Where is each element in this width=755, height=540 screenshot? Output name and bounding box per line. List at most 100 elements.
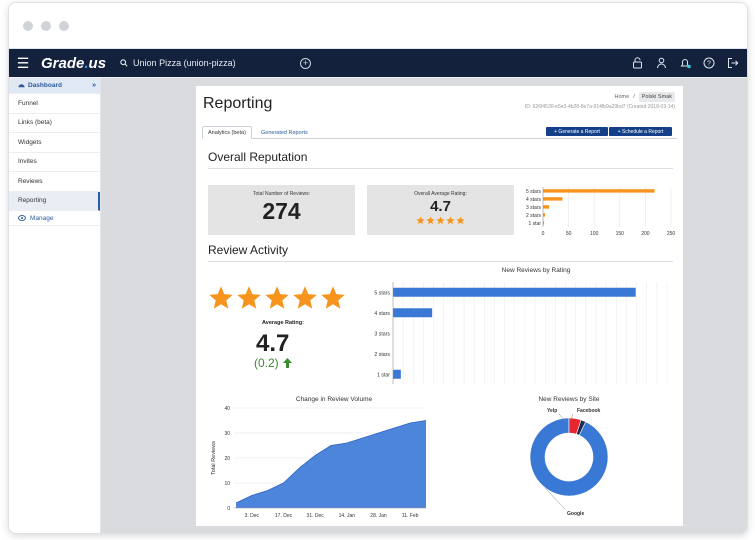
sidebar-item-reporting[interactable]: Reporting (9, 191, 100, 211)
star-icon (426, 216, 435, 225)
pie-slice (576, 419, 587, 436)
bar (543, 205, 550, 209)
y-tick-label: 30 (224, 431, 230, 437)
section-divider (208, 261, 673, 262)
y-tick-label: 40 (224, 406, 230, 412)
x-tick-label: 3. Dec (245, 513, 260, 519)
y-tick-label: 1 star (528, 221, 541, 227)
star-shape (426, 216, 435, 225)
y-tick-label: 10 (224, 481, 230, 487)
bar (543, 221, 545, 225)
x-tick-label: 0 (542, 231, 545, 237)
star-shape (436, 216, 445, 225)
svg-text:?: ? (707, 60, 711, 67)
pie-slice (529, 417, 609, 497)
x-tick-label: 250 (667, 231, 676, 237)
section-divider (208, 168, 673, 169)
window-dot[interactable] (23, 20, 33, 31)
schedule-report-button[interactable]: + Schedule a Report (609, 127, 672, 136)
sidebar: Dashboard » Funnel Links (beta) Widgets … (9, 78, 101, 533)
total-reviews-value: 274 (262, 198, 301, 224)
star-shape (446, 216, 455, 225)
star-shape (237, 286, 261, 309)
browser-window: ☰ Grade.us Union Pizza (union-pizza) + ?… (8, 2, 748, 534)
slice-label: Facebook (577, 408, 601, 414)
bar (543, 189, 655, 193)
user-icon[interactable] (655, 57, 667, 69)
overall-rating-stars (367, 216, 514, 225)
star-icon (436, 216, 445, 225)
star-icon (237, 286, 261, 309)
x-tick-label: 14. Jan (339, 513, 356, 519)
window-dot[interactable] (59, 20, 69, 31)
breadcrumb-current: Polski Smak (638, 92, 675, 102)
rating-change: (0.2) (254, 356, 293, 370)
tab-analytics[interactable]: Analytics (beta) (202, 126, 252, 139)
y-tick-label: 4 stars (526, 197, 542, 203)
new-reviews-by-rating-chart: New Reviews by Rating 5 stars 4 stars 3 sta… (374, 267, 668, 384)
report-card: Reporting Home / Polski Smak ID: 626f453… (196, 86, 683, 526)
leader-line (558, 413, 567, 423)
review-volume-chart: Change in Review Volume 0 10 20 30 40 Total Re… (211, 396, 427, 519)
star-shape (416, 216, 425, 225)
star-shape (293, 286, 317, 309)
lock-icon[interactable] (631, 57, 643, 69)
sidebar-item-reviews[interactable]: Reviews (9, 172, 100, 192)
review-activity-title: Review Activity (208, 243, 289, 257)
menu-icon[interactable]: ☰ (16, 54, 30, 71)
x-tick-label: 200 (641, 231, 650, 237)
collapse-icon[interactable]: » (92, 82, 96, 89)
overall-rating-chart: 0 50 100 150 200 250 5 stars 4 stars 3 stars 2 st… (526, 187, 676, 237)
sidebar-item-invites[interactable]: Invites (9, 153, 100, 172)
tab-generated-reports[interactable]: Generated Reports (261, 129, 308, 136)
sidebar-item-label: Manage (30, 214, 54, 222)
leader-line (544, 487, 566, 510)
chart-title: New Reviews by Rating (502, 267, 571, 274)
sidebar-item-dashboard[interactable]: Dashboard » (9, 78, 100, 94)
brand-logo[interactable]: Grade.us (41, 54, 107, 72)
x-tick-label: 50 (566, 231, 572, 237)
average-rating-stars (208, 285, 346, 311)
dashboard-group: Dashboard (18, 82, 62, 89)
sidebar-item-links[interactable]: Links (beta) (9, 114, 100, 133)
tab-bar: Analytics (beta) Generated Reports + Gen… (202, 126, 677, 139)
y-tick-label: 2 stars (526, 213, 542, 219)
sidebar-item-manage[interactable]: Manage (9, 211, 100, 226)
x-tick-label: 31. Dec (307, 513, 325, 519)
leader-line (570, 413, 574, 421)
x-tick-label: 11. Feb (402, 513, 419, 519)
average-rating-value: 4.7 (256, 330, 290, 357)
total-reviews-box: Total Number of Reviews: 274 (208, 185, 355, 235)
star-icon (446, 216, 455, 225)
bar (543, 213, 546, 217)
star-icon (209, 286, 233, 309)
star-icon (456, 216, 465, 225)
add-icon[interactable]: + (300, 57, 312, 69)
y-tick-label: 4 stars (374, 311, 390, 317)
main-area: Reporting Home / Polski Smak ID: 626f453… (101, 78, 747, 533)
logout-icon[interactable] (727, 57, 739, 69)
breadcrumb-home[interactable]: Home (614, 94, 630, 100)
star-icon (416, 216, 425, 225)
reviews-by-site-chart: New Reviews by Site Yelp Facebook Google (529, 396, 609, 517)
sidebar-item-funnel[interactable]: Funnel (9, 94, 100, 114)
overall-rating-label: Overall Average Rating: (414, 191, 467, 197)
generate-report-button[interactable]: + Generate a Report (546, 127, 608, 136)
y-tick-label: 2 stars (374, 352, 390, 358)
bell-icon[interactable] (679, 57, 691, 69)
star-shape (209, 286, 233, 309)
arrow-up-icon (282, 358, 292, 368)
overall-rating-box: Overall Average Rating: 4.7 (367, 185, 514, 235)
location-meta: ID: 626f4530-e5e3-4b28-8e7a-914fb9a29bd7… (524, 104, 675, 110)
star-icon (321, 286, 345, 309)
x-tick-label: 150 (616, 231, 625, 237)
sidebar-item-widgets[interactable]: Widgets (9, 133, 100, 153)
area-series (236, 420, 426, 508)
location-search[interactable]: Union Pizza (union-pizza) (120, 58, 290, 68)
slice-label: Google (567, 511, 584, 517)
window-dot[interactable] (41, 20, 51, 31)
rating-change-value: (0.2) (254, 356, 279, 370)
help-icon[interactable]: ? (703, 57, 715, 69)
search-icon (120, 59, 128, 67)
page-title: Reporting (203, 95, 273, 112)
